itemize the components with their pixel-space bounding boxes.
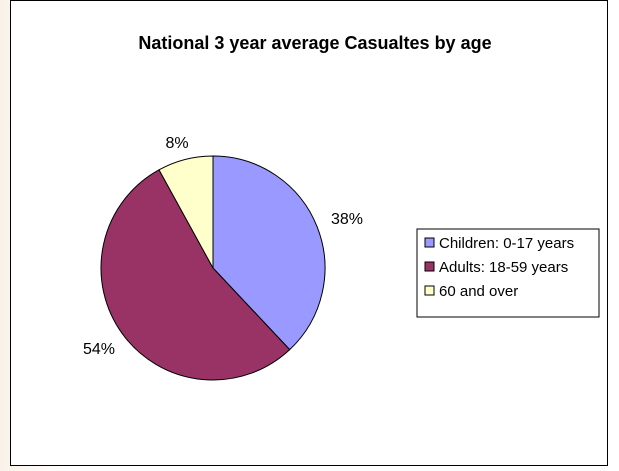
chart-legend: Children: 0-17 years Adults: 18-59 years 6… xyxy=(416,228,600,318)
data-label-0: 38% xyxy=(331,211,363,228)
pie-slice-1 xyxy=(100,169,291,381)
legend-label-1: Adults: 18-59 years xyxy=(439,259,568,276)
pie-slice-0 xyxy=(212,155,326,351)
pie-slices xyxy=(100,155,326,381)
legend-box xyxy=(416,228,600,318)
data-label-2: 8% xyxy=(165,135,188,152)
data-label-1: 54% xyxy=(83,341,115,358)
legend-swatch-1 xyxy=(424,261,435,272)
chart-title: National 3 year average Casualtes by age xyxy=(138,33,491,53)
legend-label-0: Children: 0-17 years xyxy=(439,235,574,252)
legend-swatch-0 xyxy=(424,237,435,248)
legend-label-2: 60 and over xyxy=(439,283,518,300)
pie-slice-2 xyxy=(158,155,214,269)
pie-chart: National 3 year average Casualtes by age… xyxy=(83,33,600,381)
pie-data-labels: 38% 54% 8% xyxy=(83,135,363,358)
legend-swatch-2 xyxy=(424,285,435,296)
chart-area: National 3 year average Casualtes by age… xyxy=(10,0,608,466)
